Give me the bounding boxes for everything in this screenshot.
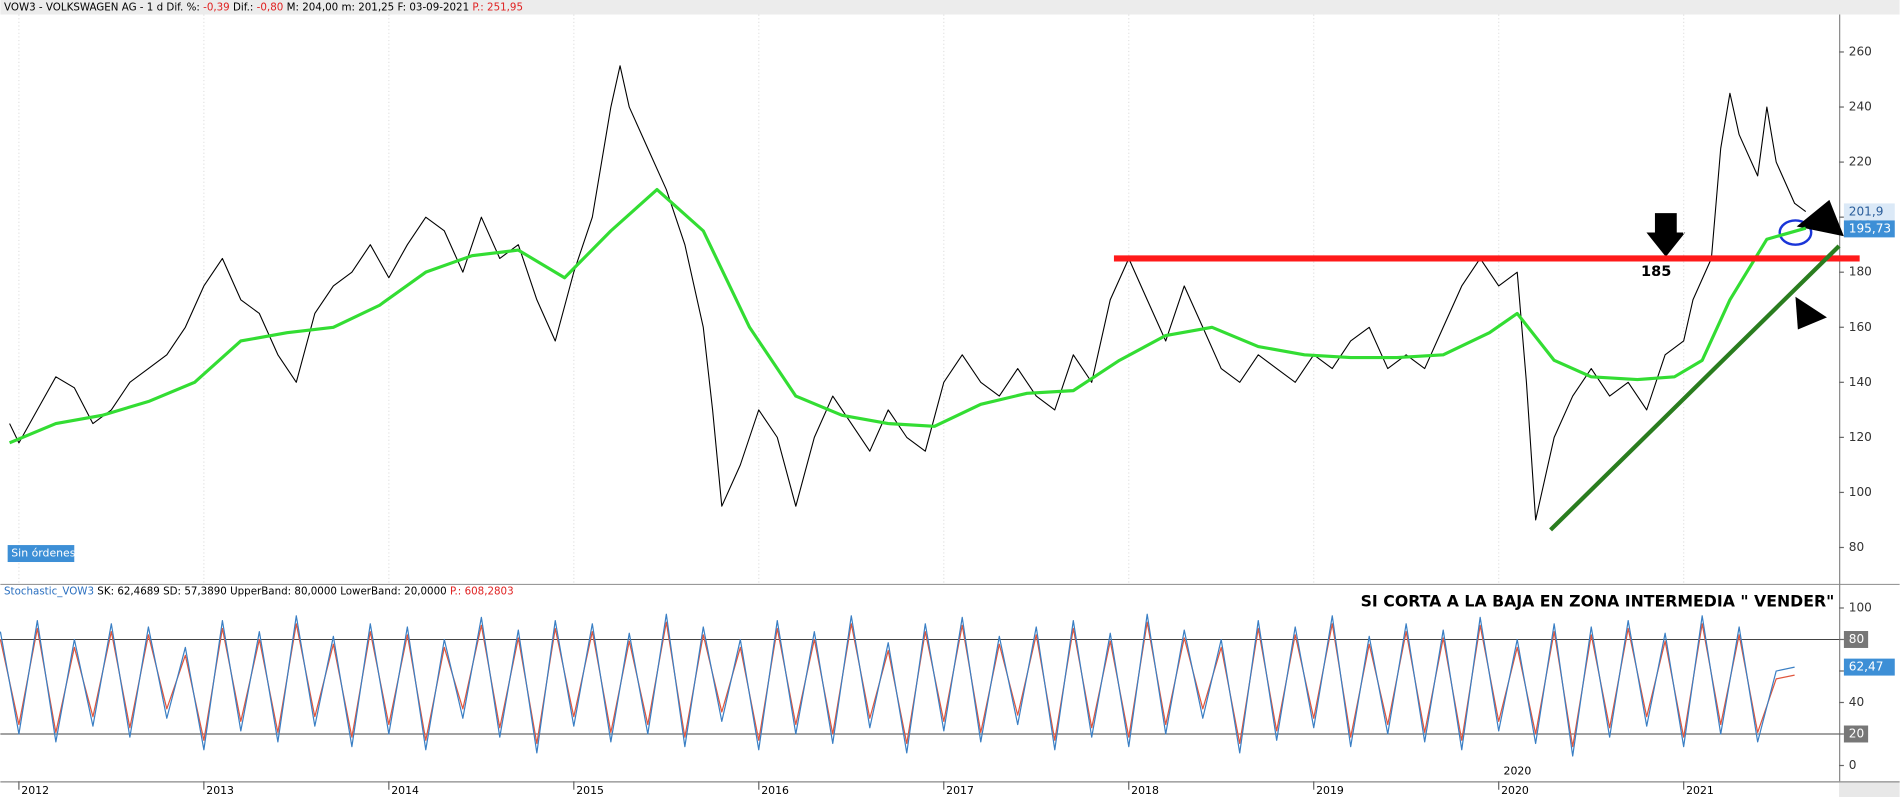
stat-label: Dif. %: [166, 1, 199, 13]
y-tick-label: 260 [1849, 44, 1872, 58]
value-tag-box [1843, 220, 1895, 238]
y-tick-label: 120 [1849, 430, 1872, 444]
header-title: VOW3 - VOLKSWAGEN AG - 1 d [4, 1, 163, 13]
y-tick-label: 40 [1849, 695, 1864, 709]
y-tick-label: 220 [1849, 155, 1872, 169]
stat-label: P.: [450, 586, 461, 598]
stat-value: 03-09-2021 [409, 1, 469, 13]
stochastic-header: Stochastic_VOW3 SK: 62,4689 SD: 57,3890 … [4, 586, 514, 598]
stat-label: SK: [97, 586, 114, 598]
stat-value: -0,39 [203, 1, 230, 13]
value-tag: 201,9 [1849, 204, 1884, 218]
x-marker-label: 2020 [1504, 765, 1532, 778]
x-tick-label: 2020 [1501, 784, 1529, 797]
x-tick-label: 2019 [1316, 784, 1344, 797]
stat-value: 608,2803 [465, 586, 514, 598]
trend-line [1549, 244, 1841, 532]
stat-value: 57,3890 [184, 586, 227, 598]
pointer-arrow [1796, 199, 1844, 237]
y-tick-label: 80 [1849, 540, 1864, 554]
x-tick-label: 2013 [206, 784, 234, 797]
band-label-box [1843, 725, 1869, 743]
x-tick-label: 2018 [1131, 784, 1159, 797]
stat-label: LowerBand: [340, 586, 401, 598]
y-tick-label: 140 [1849, 375, 1872, 389]
series-line [8, 187, 1807, 445]
stat-label: P.: [472, 1, 483, 13]
stat-value: 80,0000 [294, 586, 337, 598]
header-text: VOW3 - VOLKSWAGEN AG - 1 d Dif. %: -0,39… [4, 1, 523, 13]
y-tick-label: 100 [1849, 600, 1872, 614]
value-tag-box [1843, 658, 1895, 676]
right-arrow [1795, 296, 1827, 330]
annotation: SI CORTA A LA BAJA EN ZONA INTERMEDIA " … [1361, 591, 1835, 610]
series-line [9, 65, 1807, 521]
x-tick-label: 2021 [1686, 784, 1714, 797]
down-arrow [1646, 213, 1686, 257]
stat-label: SD: [163, 586, 181, 598]
badge-text: Sin órdenes [11, 547, 75, 560]
subheader-bar [0, 585, 1900, 599]
value-tag: 62,47 [1849, 660, 1884, 674]
value-tag: 195,73 [1849, 221, 1891, 235]
y-tick-label: 100 [1849, 485, 1872, 499]
y-tick-label: 240 [1849, 100, 1872, 114]
stat-value: 62,4689 [117, 586, 160, 598]
band-label-box [1843, 631, 1869, 648]
header-text: Stochastic_VOW3 SK: 62,4689 SD: 57,3890 … [4, 586, 514, 598]
stat-value: 204,00 [302, 1, 338, 13]
header-title: Stochastic_VOW3 [4, 586, 94, 598]
stat-label: F: [398, 1, 407, 13]
highlight-circle [1778, 219, 1813, 246]
stat-label: Dif.: [233, 1, 253, 13]
value-tag-box [1843, 203, 1895, 221]
x-tick-label: 2015 [576, 784, 604, 797]
y-tick-label: 160 [1849, 320, 1872, 334]
y-tick-label: 80 [1849, 632, 1864, 646]
header-bar [0, 0, 1900, 15]
y-tick-label: 20 [1849, 726, 1864, 740]
x-tick-label: 2016 [761, 784, 789, 797]
stat-label: m: [341, 1, 354, 13]
stat-label: UpperBand: [230, 586, 291, 598]
stat-value: -0,80 [257, 1, 284, 13]
price-header: VOW3 - VOLKSWAGEN AG - 1 d Dif. %: -0,39… [4, 1, 523, 13]
stat-value: 201,25 [358, 1, 394, 13]
badge-box [7, 545, 75, 563]
x-tick-label: 2014 [391, 784, 419, 797]
y-tick-label: 0 [1849, 758, 1857, 772]
series-line [0, 613, 1795, 757]
stat-value: 20,0000 [404, 586, 447, 598]
stat-label: M: [287, 1, 299, 13]
y-tick-label: 180 [1849, 265, 1872, 279]
x-tick-label: 2017 [946, 784, 974, 797]
corner-tools[interactable] [1839, 782, 1900, 797]
resistance-label: 185 [1641, 264, 1671, 280]
stat-value: 251,95 [487, 1, 523, 13]
x-tick-label: 2012 [21, 784, 49, 797]
